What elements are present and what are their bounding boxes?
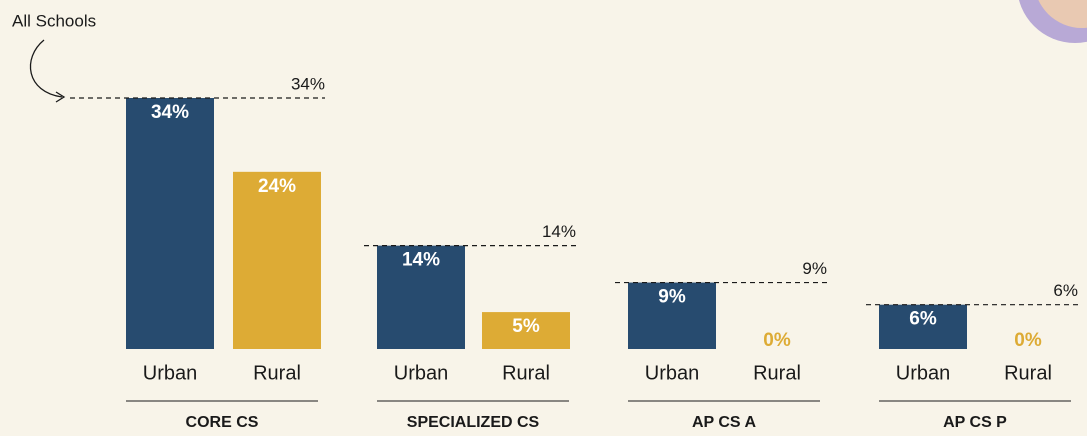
reference-label: 14% <box>542 222 576 241</box>
bar <box>628 282 716 349</box>
value-label: 34% <box>151 102 189 123</box>
value-label: 5% <box>512 316 540 337</box>
annotation-arrowhead <box>55 91 66 103</box>
value-label: 0% <box>1014 330 1042 351</box>
series-label: Rural <box>1004 362 1052 384</box>
bar <box>377 245 465 349</box>
bar <box>482 312 570 349</box>
reference-label: 9% <box>802 259 827 278</box>
reference-label: 34% <box>291 74 325 93</box>
value-label: 24% <box>258 176 296 197</box>
value-label: 9% <box>658 287 686 308</box>
annotation-arrow <box>29 39 63 98</box>
category-label: AP CS P <box>943 414 1007 431</box>
series-label: Rural <box>753 362 801 384</box>
photo-detail <box>1038 0 1087 28</box>
category-label: AP CS A <box>692 414 756 431</box>
bar <box>126 98 214 349</box>
series-label: Rural <box>253 362 301 384</box>
value-label: 0% <box>763 330 791 351</box>
reference-label: 6% <box>1053 281 1078 300</box>
series-label: Urban <box>143 362 197 384</box>
series-label: Urban <box>645 362 699 384</box>
category-label: SPECIALIZED CS <box>407 414 540 431</box>
series-label: Rural <box>502 362 550 384</box>
value-label: 14% <box>402 250 440 271</box>
bar <box>879 304 967 349</box>
reference-annotation: All Schools <box>12 11 96 30</box>
category-label: CORE CS <box>186 414 259 431</box>
value-label: 6% <box>909 309 937 330</box>
bar <box>233 171 321 349</box>
series-label: Urban <box>394 362 448 384</box>
series-label: Urban <box>896 362 950 384</box>
